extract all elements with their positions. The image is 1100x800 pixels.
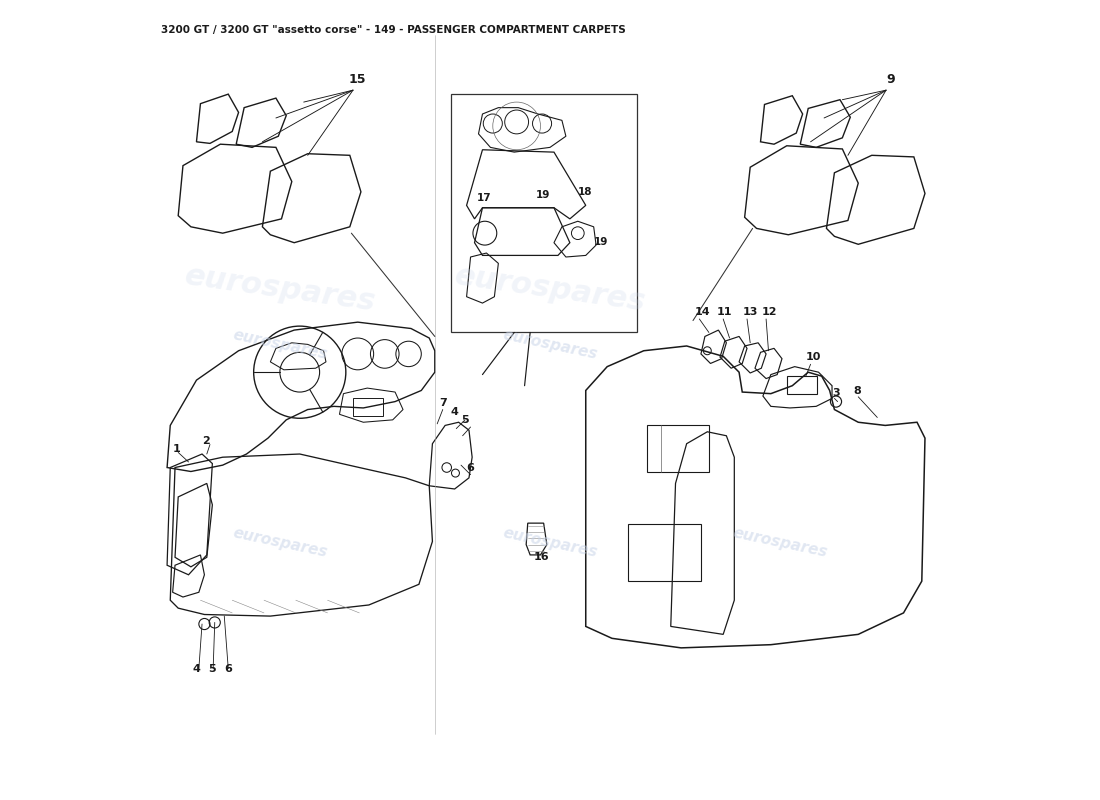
Bar xyxy=(786,376,817,394)
Text: 10: 10 xyxy=(806,352,822,362)
Text: 19: 19 xyxy=(594,238,608,247)
Text: 18: 18 xyxy=(578,187,592,198)
Text: eurospares: eurospares xyxy=(231,526,329,560)
Text: eurospares: eurospares xyxy=(231,327,329,362)
Bar xyxy=(451,94,637,333)
Text: eurospares: eurospares xyxy=(502,526,598,560)
Text: 14: 14 xyxy=(694,306,711,317)
Text: 6: 6 xyxy=(466,463,474,473)
Text: 17: 17 xyxy=(477,193,492,203)
Text: 9: 9 xyxy=(887,73,894,86)
Text: 5: 5 xyxy=(461,415,469,426)
Text: eurospares: eurospares xyxy=(732,526,829,560)
Text: eurospares: eurospares xyxy=(452,261,648,317)
Text: 16: 16 xyxy=(535,552,550,562)
Text: 1: 1 xyxy=(173,444,180,454)
Text: 12: 12 xyxy=(761,306,777,317)
Text: 3: 3 xyxy=(832,388,839,398)
Text: 5: 5 xyxy=(208,664,216,674)
Text: 4: 4 xyxy=(192,664,200,674)
Text: 2: 2 xyxy=(202,436,210,446)
Text: 19: 19 xyxy=(536,190,550,200)
Text: eurospares: eurospares xyxy=(502,327,598,362)
Bar xyxy=(628,524,701,581)
Bar xyxy=(647,426,708,471)
Text: 4: 4 xyxy=(451,407,459,418)
Text: 15: 15 xyxy=(349,73,366,86)
Text: 11: 11 xyxy=(717,306,733,317)
Text: 3200 GT / 3200 GT "assetto corse" - 149 - PASSENGER COMPARTMENT CARPETS: 3200 GT / 3200 GT "assetto corse" - 149 … xyxy=(161,25,626,35)
Bar xyxy=(353,398,383,416)
Text: 8: 8 xyxy=(854,386,861,396)
Text: 13: 13 xyxy=(742,306,758,317)
Text: eurospares: eurospares xyxy=(183,261,377,317)
Text: 6: 6 xyxy=(224,664,232,674)
Text: 7: 7 xyxy=(439,398,447,408)
